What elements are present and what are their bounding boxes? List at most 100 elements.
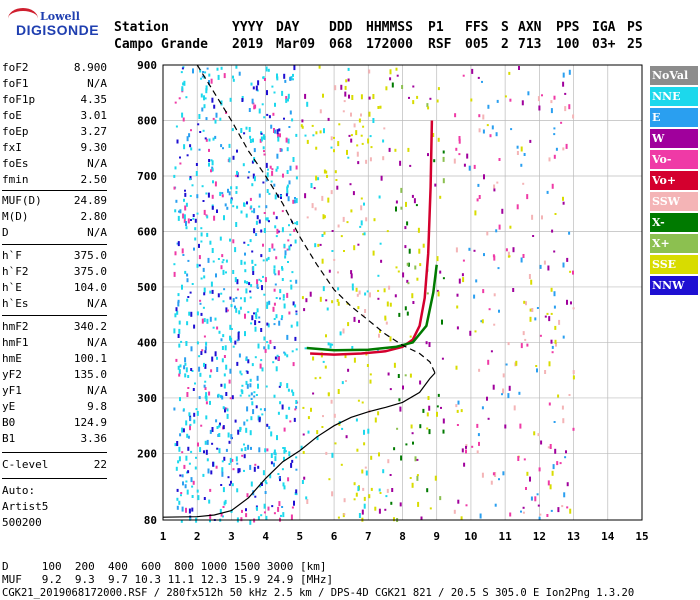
echo-point bbox=[513, 405, 516, 411]
echo-point bbox=[211, 168, 214, 172]
echo-point bbox=[470, 98, 473, 102]
echo-point bbox=[291, 506, 294, 509]
param-key: yF1 bbox=[2, 384, 22, 397]
echo-point bbox=[548, 316, 551, 322]
echo-point bbox=[225, 259, 228, 263]
echo-point bbox=[288, 180, 291, 185]
echo-point bbox=[301, 480, 304, 484]
echo-point bbox=[178, 320, 181, 325]
echo-point bbox=[186, 471, 188, 474]
echo-point bbox=[412, 301, 415, 304]
echo-point bbox=[286, 292, 289, 298]
echo-point bbox=[178, 500, 181, 505]
echo-point bbox=[240, 297, 242, 300]
echo-point bbox=[235, 456, 238, 462]
param-value: N/A bbox=[87, 226, 107, 239]
y-tick-label: 500 bbox=[137, 281, 157, 294]
echo-point bbox=[181, 427, 184, 433]
echo-point bbox=[331, 491, 334, 497]
echo-point bbox=[249, 519, 252, 525]
echo-point bbox=[426, 488, 429, 493]
echo-point bbox=[277, 506, 280, 512]
echo-point bbox=[360, 205, 363, 211]
echo-point bbox=[203, 362, 205, 367]
echo-point bbox=[258, 205, 261, 208]
echo-point bbox=[433, 159, 436, 163]
echo-point bbox=[491, 125, 494, 130]
echo-point bbox=[254, 463, 257, 466]
y-tick-label: 400 bbox=[137, 336, 157, 349]
echo-point bbox=[245, 357, 248, 361]
echo-point bbox=[272, 361, 275, 364]
echo-point bbox=[190, 147, 193, 151]
echo-point bbox=[178, 343, 181, 348]
echo-point bbox=[287, 196, 290, 202]
echo-point bbox=[562, 147, 565, 151]
echo-point bbox=[404, 226, 407, 230]
echo-point bbox=[189, 517, 191, 521]
param-row: yF2 135.0 bbox=[2, 368, 107, 384]
echo-point bbox=[203, 104, 206, 109]
echo-point bbox=[319, 130, 322, 134]
echo-point bbox=[211, 248, 214, 253]
echo-point bbox=[270, 461, 273, 465]
echo-point bbox=[274, 194, 277, 200]
echo-point bbox=[556, 461, 559, 466]
echo-point bbox=[523, 458, 526, 461]
echo-point bbox=[258, 447, 261, 453]
echo-point bbox=[322, 214, 325, 220]
echo-point bbox=[493, 255, 496, 261]
echo-point bbox=[230, 337, 233, 343]
echo-point bbox=[428, 405, 431, 411]
echo-point bbox=[266, 90, 268, 96]
echo-point bbox=[248, 108, 251, 112]
echo-point bbox=[206, 232, 209, 237]
echo-point bbox=[237, 336, 240, 341]
echo-point bbox=[293, 229, 296, 232]
echo-point bbox=[550, 287, 553, 292]
param-separator bbox=[2, 478, 107, 479]
param-row: yE 9.8 bbox=[2, 400, 107, 416]
echo-point bbox=[426, 103, 429, 108]
echo-point bbox=[330, 399, 333, 404]
echo-point bbox=[363, 202, 365, 206]
echo-point bbox=[490, 350, 493, 353]
echo-point bbox=[186, 154, 189, 157]
echo-point bbox=[562, 196, 564, 201]
echo-point bbox=[360, 220, 363, 226]
echo-point bbox=[182, 254, 185, 256]
echo-point bbox=[538, 467, 541, 472]
echo-point bbox=[205, 415, 208, 420]
echo-point bbox=[355, 418, 358, 422]
param-value: 100.1 bbox=[73, 352, 107, 365]
echo-point bbox=[374, 417, 377, 423]
echo-point bbox=[399, 406, 402, 412]
echo-point bbox=[356, 448, 359, 452]
echo-point bbox=[207, 192, 210, 198]
echo-point bbox=[315, 131, 318, 135]
echo-point bbox=[536, 493, 539, 496]
echo-point bbox=[278, 385, 281, 388]
echo-point bbox=[508, 255, 511, 258]
echo-point bbox=[487, 359, 490, 365]
x-tick-label: 9 bbox=[433, 530, 440, 543]
echo-point bbox=[482, 114, 485, 120]
echo-point bbox=[231, 458, 234, 462]
echo-point bbox=[347, 368, 350, 372]
echo-point bbox=[274, 273, 277, 276]
echo-point bbox=[225, 448, 228, 452]
echo-point bbox=[390, 501, 393, 505]
echo-point bbox=[572, 370, 575, 375]
echo-point bbox=[200, 232, 203, 237]
echo-point bbox=[455, 404, 458, 408]
echo-point bbox=[295, 489, 298, 494]
echo-point bbox=[262, 470, 265, 476]
echo-point bbox=[187, 259, 190, 262]
echo-point bbox=[555, 342, 557, 347]
echo-point bbox=[364, 292, 367, 296]
echo-point bbox=[253, 312, 255, 315]
echo-point bbox=[551, 470, 554, 476]
echo-point bbox=[481, 80, 483, 83]
echo-point bbox=[557, 394, 560, 398]
param-key: hmE bbox=[2, 352, 22, 365]
